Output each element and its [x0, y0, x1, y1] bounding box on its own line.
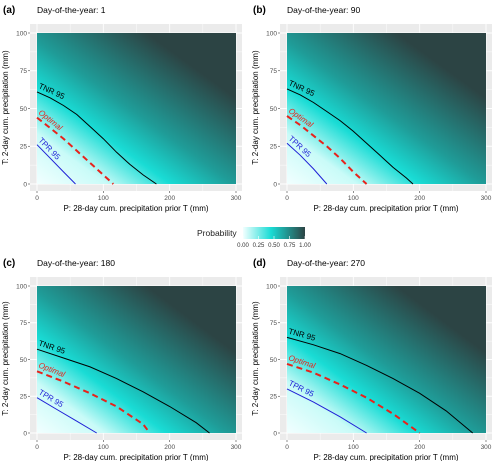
axis-ticks: 0 100 200 300 0 25 50 75 100 [16, 30, 242, 202]
y-tick-label: 50 [270, 106, 278, 113]
x-axis-label: P: 28-day cum. precipitation prior T (mm… [313, 453, 458, 461]
x-tick-label: 100 [98, 195, 109, 202]
x-tick-label: 200 [164, 444, 175, 451]
x-tick-label: 100 [348, 444, 359, 451]
x-tick-label: 200 [164, 195, 175, 202]
x-tick-label: 0 [35, 195, 39, 202]
curve-tpr-95 [286, 388, 367, 434]
probability-heatmap [37, 33, 236, 184]
curve-tnr-95 [36, 91, 157, 185]
panel-title: Day-of-the-year: 1 [37, 5, 106, 15]
x-tick-label: 200 [414, 195, 425, 202]
legend-tick-label: 1.00 [299, 243, 311, 249]
curve-tnr-95 [286, 336, 474, 434]
curve-optimal [36, 370, 151, 434]
y-tick-label: 25 [270, 394, 278, 401]
curve-tpr-95 [286, 142, 328, 185]
y-tick-label: 100 [266, 30, 277, 37]
legend-tick-label: 0.50 [268, 243, 280, 249]
curve-tnr-95 [36, 348, 210, 434]
x-tick-label: 300 [231, 195, 242, 202]
y-tick-label: 50 [20, 357, 28, 364]
legend-tick-label: 0.25 [253, 243, 265, 249]
legend-tick-label: 0.75 [284, 243, 296, 249]
curve-optimal [286, 115, 368, 185]
axis-ticks: 0 100 200 300 0 25 50 75 100 [266, 283, 492, 451]
y-axis-label: T: 2-day cum. precipitation (mm) [1, 301, 10, 416]
curve-optimal [36, 116, 114, 185]
y-tick-label: 75 [270, 320, 278, 327]
y-tick-label: 0 [273, 181, 277, 188]
y-axis-label: T: 2-day cum. precipitation (mm) [1, 50, 10, 165]
x-tick-label: 300 [231, 444, 242, 451]
panel-tag: (a) [3, 5, 15, 16]
x-axis-label: P: 28-day cum. precipitation prior T (mm… [63, 453, 208, 461]
legend-tick-label: 0.00 [237, 243, 249, 249]
x-tick-label: 100 [98, 444, 109, 451]
y-tick-label: 50 [270, 357, 278, 364]
y-tick-label: 0 [23, 181, 27, 188]
panel-title: Day-of-the-year: 90 [287, 5, 360, 15]
y-tick-label: 75 [270, 68, 278, 75]
panel-title: Day-of-the-year: 270 [287, 258, 365, 268]
curve-tnr-95 [286, 88, 414, 185]
axis-ticks: 0 100 200 300 0 25 50 75 100 [16, 283, 242, 451]
x-tick-label: 0 [285, 444, 289, 451]
y-tick-label: 25 [20, 394, 28, 401]
x-tick-label: 100 [348, 195, 359, 202]
y-tick-label: 0 [273, 430, 277, 437]
legend: Probability 0.00 0.25 0.50 0.75 1.00 [197, 227, 311, 249]
legend-ticks: 0.00 0.25 0.50 0.75 1.00 [237, 236, 311, 249]
x-tick-label: 0 [285, 195, 289, 202]
y-tick-label: 100 [16, 283, 27, 290]
curve-tpr-95 [36, 144, 76, 185]
panel-tag: (c) [3, 258, 15, 269]
axis-ticks: 0 100 200 300 0 25 50 75 100 [266, 30, 492, 202]
curve-optimal [286, 362, 421, 434]
y-tick-label: 100 [266, 283, 277, 290]
x-axis-label: P: 28-day cum. precipitation prior T (mm… [63, 204, 208, 213]
panel-tag: (d) [253, 258, 266, 269]
x-tick-label: 300 [481, 195, 492, 202]
probability-heatmap [37, 286, 236, 433]
y-tick-label: 25 [270, 144, 278, 151]
probability-heatmap [287, 33, 486, 184]
panel-tag: (b) [253, 5, 266, 16]
y-axis-label: T: 2-day cum. precipitation (mm) [251, 301, 260, 416]
y-tick-label: 100 [16, 30, 27, 37]
probability-heatmap [287, 286, 486, 433]
y-tick-label: 0 [23, 430, 27, 437]
x-axis-label: P: 28-day cum. precipitation prior T (mm… [313, 204, 458, 213]
y-tick-label: 25 [20, 144, 28, 151]
panel-title: Day-of-the-year: 180 [37, 258, 115, 268]
y-axis-label: T: 2-day cum. precipitation (mm) [251, 50, 260, 165]
curve-tpr-95 [36, 397, 97, 434]
legend-title: Probability [197, 228, 237, 238]
x-tick-label: 0 [35, 444, 39, 451]
y-tick-label: 75 [20, 320, 28, 327]
y-tick-label: 50 [20, 106, 28, 113]
x-tick-label: 300 [481, 444, 492, 451]
x-tick-label: 200 [414, 444, 425, 451]
y-tick-label: 75 [20, 68, 28, 75]
